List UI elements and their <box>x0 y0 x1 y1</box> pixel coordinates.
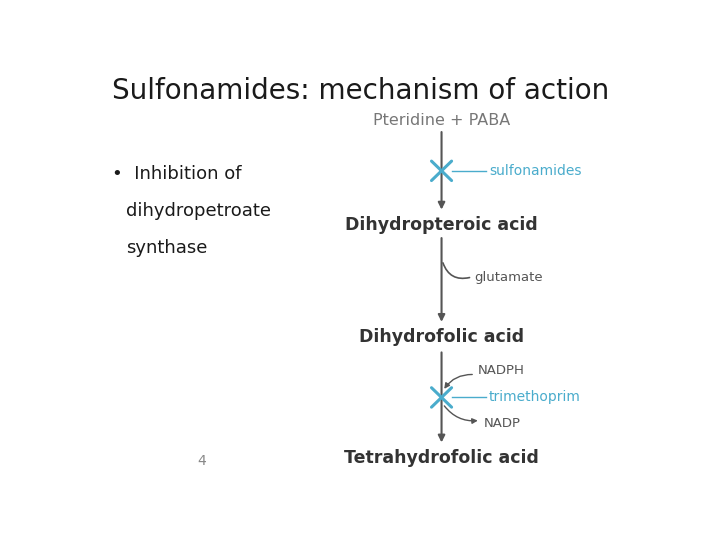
Text: glutamate: glutamate <box>474 271 543 284</box>
Text: Sulfonamides: mechanism of action: Sulfonamides: mechanism of action <box>112 77 610 105</box>
Text: •  Inhibition of: • Inhibition of <box>112 165 242 183</box>
Text: dihydropetroate: dihydropetroate <box>126 202 271 220</box>
Text: Pteridine + PABA: Pteridine + PABA <box>373 113 510 129</box>
Text: Tetrahydrofolic acid: Tetrahydrofolic acid <box>344 449 539 467</box>
Text: 4: 4 <box>197 454 206 468</box>
Text: synthase: synthase <box>126 239 207 258</box>
Text: NADP: NADP <box>483 417 521 430</box>
Text: NADPH: NADPH <box>478 364 525 377</box>
Text: Dihydrofolic acid: Dihydrofolic acid <box>359 328 524 346</box>
Text: trimethoprim: trimethoprim <box>489 390 581 404</box>
Text: sulfonamides: sulfonamides <box>489 164 582 178</box>
Text: Dihydropteroic acid: Dihydropteroic acid <box>345 216 538 234</box>
